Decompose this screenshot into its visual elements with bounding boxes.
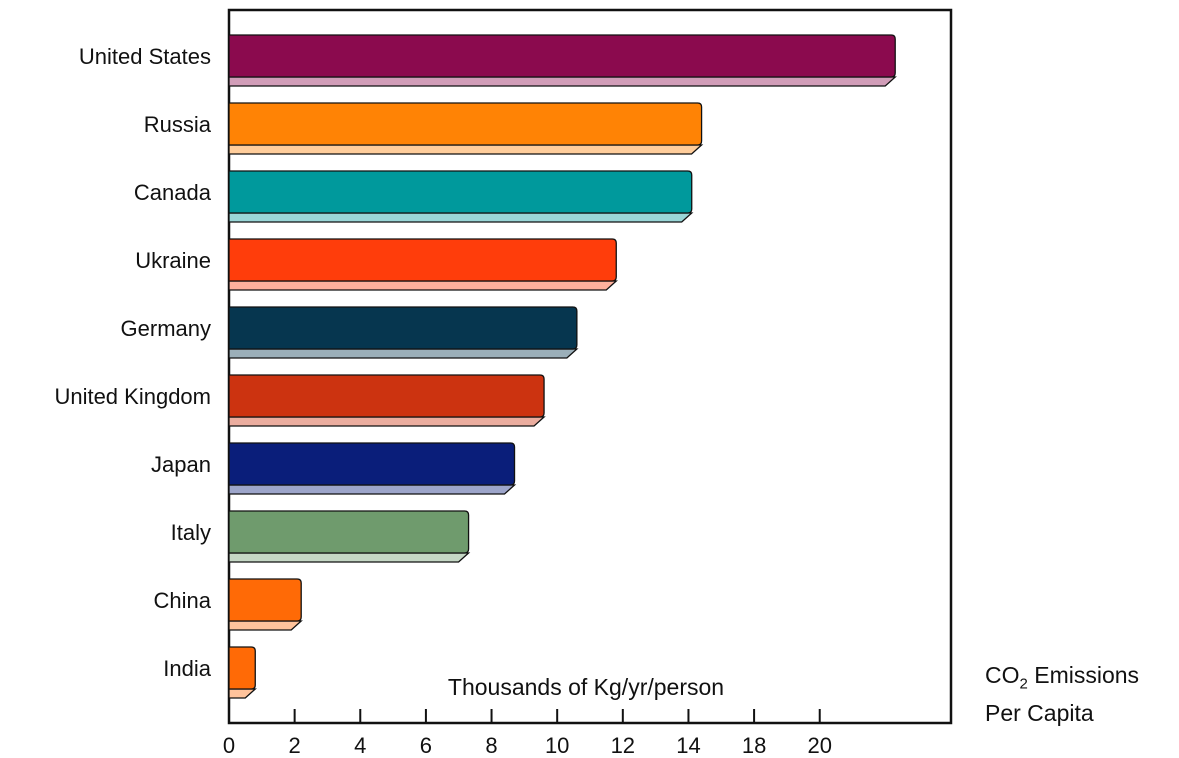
x-tick-label: 2 [289,733,301,758]
x-tick-label: 4 [354,733,366,758]
category-label-india: India [163,656,211,681]
bar-base-united-kingdom [228,416,546,427]
bar-china [228,578,302,622]
x-tick-label: 6 [420,733,432,758]
bar-base-japan [228,484,517,495]
side-title-suffix: Emissions [1027,662,1140,688]
x-tick-label: 12 [611,733,635,758]
bar-canada [228,170,693,214]
category-label-united-states: United States [79,44,211,69]
x-tick-label: 8 [485,733,497,758]
category-label-canada: Canada [134,180,212,205]
bar-ukraine [228,238,617,282]
bar-base-china [228,620,303,631]
x-tick-label: 18 [742,733,766,758]
bar-japan [228,442,516,486]
bar-base-canada [228,212,694,223]
x-tick-label: 14 [676,733,700,758]
bar-italy [228,510,470,554]
chart-side-title: CO2 Emissions Per Capita [985,661,1139,727]
category-label-italy: Italy [171,520,211,545]
bar-base-italy [228,552,471,563]
side-title-line2: Per Capita [985,699,1094,726]
x-tick-label: 20 [807,733,831,758]
category-label-japan: Japan [151,452,211,477]
x-axis-ticks-group: 0 2 4 6 8 10 12 14 18 20 [223,709,832,758]
bar-base-united-states [228,76,897,87]
bar-base-russia [228,144,704,155]
side-title-prefix: CO [985,662,1020,688]
category-label-germany: Germany [121,316,211,341]
category-label-russia: Russia [144,112,212,137]
bar-base-germany [228,348,579,359]
bar-russia [228,102,703,146]
bars-group [228,34,897,699]
category-label-united-kingdom: United Kingdom [54,384,211,409]
bar-united-kingdom [228,374,545,418]
bar-base-ukraine [228,280,618,291]
side-title-subscript: 2 [1019,675,1028,693]
category-label-ukraine: Ukraine [135,248,211,273]
bar-india [228,646,256,690]
bar-germany [228,306,578,350]
category-labels-group: United States Russia Canada Ukraine Germany U… [54,44,211,681]
side-title-line1: CO2 Emissions [985,661,1139,699]
x-tick-label: 0 [223,733,235,758]
category-label-china: China [154,588,212,613]
bar-united-states [228,34,896,78]
x-axis-unit-label: Thousands of Kg/yr/person [448,674,724,700]
x-tick-label: 10 [545,733,569,758]
